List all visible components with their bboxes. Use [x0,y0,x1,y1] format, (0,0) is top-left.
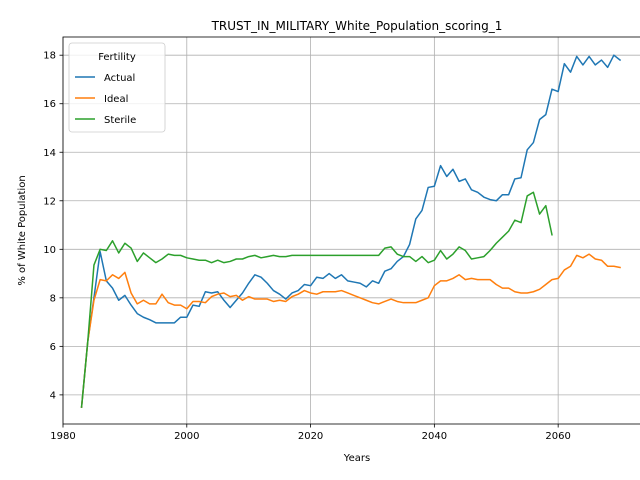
x-axis-title: Years [343,453,370,464]
series-line-ideal [80,253,621,408]
grid-lines [62,37,640,424]
x-tick-label: 1980 [50,431,75,442]
y-tick-label: 6 [50,342,56,353]
series-line-sterile [80,191,553,408]
chart-title: TRUST_IN_MILITARY_White_Population_scori… [211,19,503,33]
y-tick-label: 12 [43,196,56,207]
x-tick-label: 2060 [545,431,570,442]
legend-label-ideal: Ideal [104,94,128,105]
series-lines [80,54,622,408]
y-tick-label: 18 [43,51,56,62]
y-axis-ticks: 4 6 8 10 12 14 16 18 [43,51,63,401]
y-tick-label: 8 [50,293,56,304]
y-axis-title: % of White Population [17,175,28,285]
legend-box [68,42,166,133]
legend-label-actual: Actual [104,73,135,84]
y-tick-label: 10 [43,245,56,256]
y-tick-label: 4 [50,390,56,401]
series-line-actual [80,54,622,408]
plot-area-frame [62,36,640,425]
legend: Fertility Actual Ideal Sterile [68,42,166,133]
x-tick-label: 2000 [174,431,199,442]
legend-title: Fertility [98,52,136,63]
x-tick-label: 2020 [298,431,323,442]
x-axis-ticks: 1980 2000 2020 2040 2060 [50,424,571,442]
y-tick-label: 16 [43,99,56,110]
legend-label-sterile: Sterile [104,115,136,126]
y-tick-label: 14 [43,148,56,159]
x-tick-label: 2040 [422,431,447,442]
